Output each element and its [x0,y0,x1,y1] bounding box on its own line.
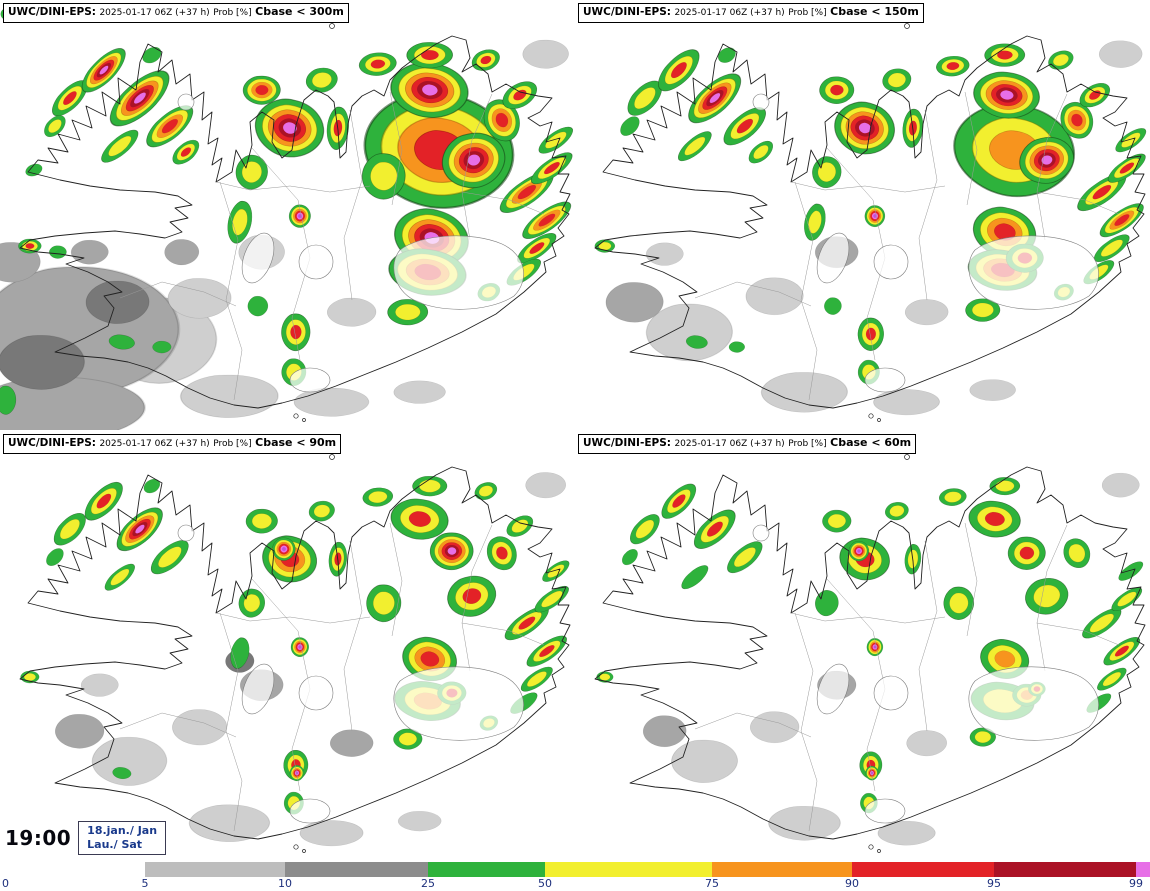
valid-time-block: 19:00 18.jan./ Jan Lau./ Sat [5,821,167,855]
map-iceland-cbase-150m [594,23,1150,422]
model-label: UWC/DINI-EPS: [583,437,671,449]
map-iceland-cbase-90m [19,454,575,853]
run-label: 2025-01-17 06Z (+37 h) [674,439,785,449]
probability-colorbar [0,862,1150,877]
colorbar-segment [0,862,145,877]
panel-header: UWC/DINI-EPS: 2025-01-17 06Z (+37 h) Pro… [578,3,924,23]
threshold-label: Cbase < 300m [255,5,344,18]
valid-date-box: 18.jan./ Jan Lau./ Sat [78,821,167,855]
model-label: UWC/DINI-EPS: [8,6,96,18]
valid-day: Lau./ Sat [87,838,143,851]
colorbar-tick: 95 [987,877,1001,890]
colorbar-segment [428,862,545,877]
model-label: UWC/DINI-EPS: [583,6,671,18]
panel-cbase-60m: UWC/DINI-EPS: 2025-01-17 06Z (+37 h) Pro… [575,431,1150,861]
colorbar-tick: 99 [1129,877,1143,890]
model-label: UWC/DINI-EPS: [8,437,96,449]
colorbar-segment [545,862,712,877]
colorbar-segment [994,862,1136,877]
colorbar-tick: 0 [2,877,9,890]
run-label: 2025-01-17 06Z (+37 h) [674,8,785,18]
colorbar-segment [712,862,852,877]
panel-header: UWC/DINI-EPS: 2025-01-17 06Z (+37 h) Pro… [578,434,917,454]
prob-label: Prob [%] [213,8,252,18]
threshold-label: Cbase < 150m [830,5,919,18]
run-label: 2025-01-17 06Z (+37 h) [99,8,210,18]
panel-header: UWC/DINI-EPS: 2025-01-17 06Z (+37 h) Pro… [3,434,342,454]
prob-label: Prob [%] [788,439,827,449]
run-label: 2025-01-17 06Z (+37 h) [99,439,210,449]
colorbar-tick: 5 [141,877,149,890]
colorbar-tick: 90 [845,877,859,890]
prob-label: Prob [%] [213,439,252,449]
colorbar-tick: 50 [538,877,552,890]
panel-header: UWC/DINI-EPS: 2025-01-17 06Z (+37 h) Pro… [3,3,349,23]
colorbar-tick: 10 [278,877,292,890]
threshold-label: Cbase < 60m [830,436,912,449]
valid-date: 18.jan./ Jan [87,824,158,837]
valid-time: 19:00 [5,826,72,850]
colorbar-segment [852,862,994,877]
prob-label: Prob [%] [788,8,827,18]
colorbar-tick: 25 [421,877,435,890]
panel-cbase-90m: UWC/DINI-EPS: 2025-01-17 06Z (+37 h) Pro… [0,431,575,861]
colorbar-segment [1136,862,1150,877]
colorbar-tick: 75 [705,877,719,890]
colorbar-ticks: 0 5 10 25 50 75 90 95 99 [0,877,1150,891]
map-iceland-cbase-300m [0,0,575,430]
colorbar-segment [285,862,428,877]
threshold-label: Cbase < 90m [255,436,337,449]
panel-cbase-300m: UWC/DINI-EPS: 2025-01-17 06Z (+37 h) Pro… [0,0,575,430]
panel-cbase-150m: UWC/DINI-EPS: 2025-01-17 06Z (+37 h) Pro… [575,0,1150,430]
colorbar-segment [145,862,285,877]
map-iceland-cbase-60m [594,454,1150,853]
